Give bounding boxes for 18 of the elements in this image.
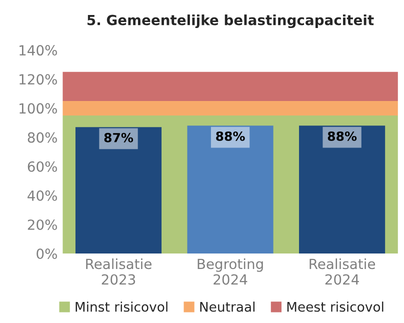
x-tick-label: Realisatie 2023	[86, 258, 152, 285]
y-tick-label: 80%	[28, 132, 57, 143]
y-tick-label: 20%	[28, 219, 57, 230]
data-label: 88%	[328, 131, 357, 141]
legend-label: Neutraal	[200, 302, 255, 312]
x-tick-label: Begroting 2024	[198, 258, 263, 285]
data-label: 87%	[104, 132, 134, 142]
y-tick-label: 120%	[20, 74, 57, 85]
chart-title: 5. Gemeentelijke belastingcapaciteit	[88, 14, 374, 28]
y-tick-label: 100%	[20, 103, 57, 114]
x-tick-label: Realisatie 2024	[310, 258, 376, 285]
legend-label: Meest risicovol	[287, 302, 384, 312]
y-tick-label: 0%	[36, 248, 57, 260]
y-tick-label: 60%	[28, 161, 57, 172]
y-tick-label: 40%	[28, 190, 57, 201]
data-label: 88%	[216, 131, 245, 141]
legend-label: Minst risicovol	[76, 302, 168, 312]
y-tick-label: 140%	[20, 45, 57, 56]
